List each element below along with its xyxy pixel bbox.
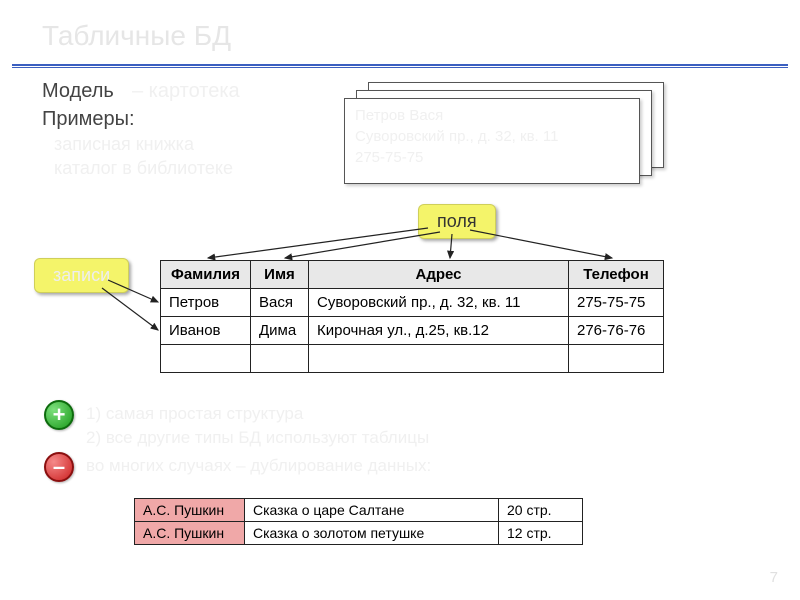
slide: Табличные БД Модель – картотека Примеры:…	[0, 0, 800, 600]
records-badge: записи	[34, 258, 129, 293]
divider-top	[12, 64, 788, 66]
cell: Кирочная ул., д.25, кв.12	[309, 317, 569, 345]
table-header-row: Фамилия Имя Адрес Телефон	[161, 261, 664, 289]
example-item-2: каталог в библиотеке	[54, 158, 233, 179]
card-line-3: 275-75-75	[355, 147, 629, 168]
card-line-1: Петров Вася	[355, 105, 629, 126]
cell-pages: 20 стр.	[499, 499, 583, 522]
fields-badge: поля	[418, 204, 496, 239]
cell-title: Сказка о золотом петушке	[245, 522, 499, 545]
plus-icon: +	[44, 400, 74, 430]
benefit-2: 2) все другие типы БД используют таблицы	[86, 428, 429, 448]
cell-author: А.С. Пушкин	[135, 499, 245, 522]
col-lastname: Фамилия	[161, 261, 251, 289]
cell: Вася	[251, 289, 309, 317]
table-row: Петров Вася Суворовский пр., д. 32, кв. …	[161, 289, 664, 317]
card-stack: Петров Вася Суворовский пр., д. 32, кв. …	[344, 82, 664, 190]
col-phone: Телефон	[569, 261, 664, 289]
cell	[309, 345, 569, 373]
cell-pages: 12 стр.	[499, 522, 583, 545]
cell	[569, 345, 664, 373]
page-number: 7	[770, 569, 778, 586]
cell	[251, 345, 309, 373]
table-row: А.С. Пушкин Сказка о золотом петушке 12 …	[135, 522, 583, 545]
table-row: Иванов Дима Кирочная ул., д.25, кв.12 27…	[161, 317, 664, 345]
cell-author: А.С. Пушкин	[135, 522, 245, 545]
col-address: Адрес	[309, 261, 569, 289]
slide-title: Табличные БД	[42, 20, 231, 52]
col-firstname: Имя	[251, 261, 309, 289]
main-table: Фамилия Имя Адрес Телефон Петров Вася Су…	[160, 260, 664, 373]
cell: Иванов	[161, 317, 251, 345]
cell: Суворовский пр., д. 32, кв. 11	[309, 289, 569, 317]
examples-label: Примеры:	[42, 108, 135, 131]
benefit-1: 1) самая простая структура	[86, 404, 303, 424]
cell: 275-75-75	[569, 289, 664, 317]
cell: 276-76-76	[569, 317, 664, 345]
cell: Петров	[161, 289, 251, 317]
model-label: Модель	[42, 80, 114, 103]
example-item-1: записная книжка	[54, 134, 194, 155]
secondary-table: А.С. Пушкин Сказка о царе Салтане 20 стр…	[134, 498, 583, 545]
card-front: Петров Вася Суворовский пр., д. 32, кв. …	[344, 98, 640, 184]
drawback-1: во многих случаях – дублирование данных:	[86, 456, 431, 476]
table-row: А.С. Пушкин Сказка о царе Салтане 20 стр…	[135, 499, 583, 522]
cell: Дима	[251, 317, 309, 345]
minus-icon: –	[44, 452, 74, 482]
table-row	[161, 345, 664, 373]
cell	[161, 345, 251, 373]
cell-title: Сказка о царе Салтане	[245, 499, 499, 522]
divider-top-thin	[12, 67, 788, 68]
model-value: – картотека	[132, 80, 240, 103]
card-line-2: Суворовский пр., д. 32, кв. 11	[355, 126, 629, 147]
